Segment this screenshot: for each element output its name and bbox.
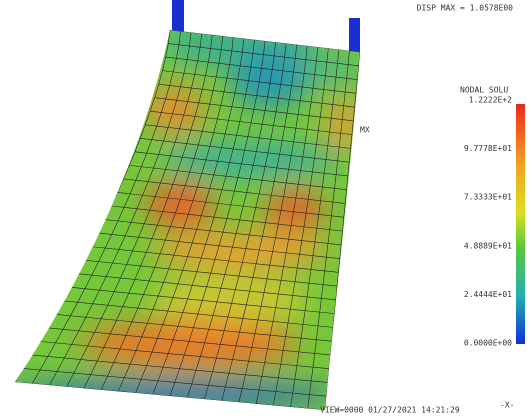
view-label: VIEW=0000 01/27/2021 14:21:29 <box>320 406 460 415</box>
axis-label: -X- <box>500 401 514 410</box>
legend-label: 0.0000E+00 <box>464 339 512 348</box>
contour-plot: DISP MAX = 1.0578E00 MX NODAL SOLU 1.222… <box>0 0 529 418</box>
marker: MX <box>360 126 370 135</box>
support-left <box>172 0 184 32</box>
max-label: DISP MAX = 1.0578E00 <box>417 4 514 13</box>
legend-label: 7.3333E+01 <box>464 193 512 202</box>
legend-title: NODAL SOLU <box>460 86 508 95</box>
sheet <box>0 0 529 418</box>
legend-label: 1.2222E+2 <box>469 96 513 105</box>
colorbar <box>516 104 525 344</box>
viewport: DISP MAX = 1.0578E00 MX NODAL SOLU 1.222… <box>0 0 529 418</box>
legend-label: 9.7778E+01 <box>464 144 512 153</box>
support-right <box>349 18 360 54</box>
legend-label: 2.4444E+01 <box>464 290 512 299</box>
legend-label: 4.8889E+01 <box>464 241 512 250</box>
